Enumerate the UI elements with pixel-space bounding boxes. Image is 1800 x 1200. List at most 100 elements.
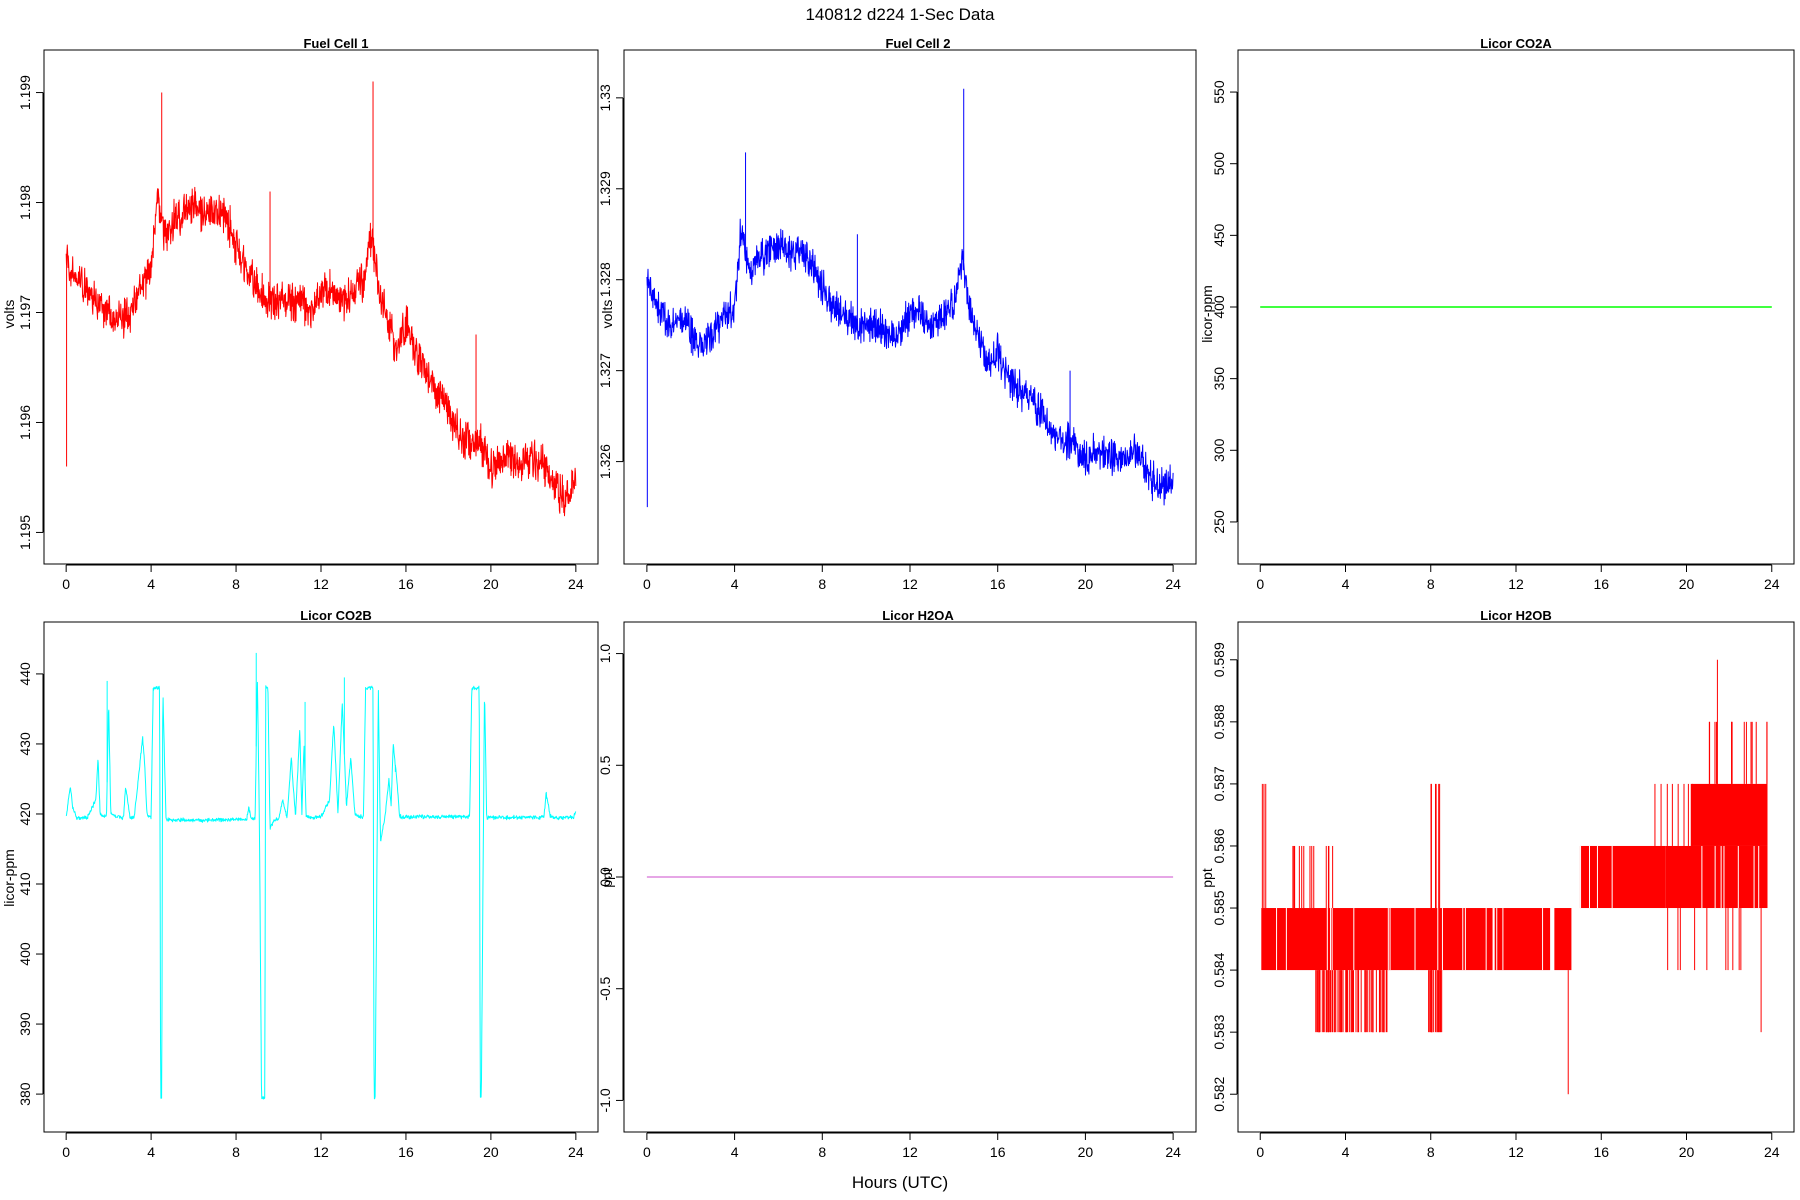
x-tick-label: 24: [568, 1144, 584, 1160]
y-tick-label: 400: [1211, 295, 1227, 319]
panel-fuel-cell-1: Fuel Cell 1 volts 0 4 8 12 16 20 241.1951.1961…: [1, 36, 599, 592]
x-tick-label: 8: [232, 576, 240, 592]
y-axis-label: volts: [599, 300, 615, 329]
y-tick-label: 1.195: [17, 515, 33, 550]
x-tick-label: 0: [1256, 1144, 1264, 1160]
panel-title: Fuel Cell 1: [303, 36, 368, 51]
y-axis-label: ppt: [1199, 868, 1215, 888]
data-band: [1261, 908, 1493, 971]
y-axis-label: ppt: [599, 868, 615, 888]
plot-frame: [1237, 49, 1795, 565]
y-axis: 1.326 1.327 1.328 1.329 1.33: [597, 84, 624, 479]
x-tick-label: 0: [643, 1144, 651, 1160]
y-axis: 250 300 350 400 450 500 550: [1211, 80, 1238, 534]
y-tick-label: -1.0: [597, 1088, 613, 1112]
y-tick-label: 0.588: [1211, 704, 1227, 739]
y-tick-label: 0.5: [597, 755, 613, 775]
x-tick-label: 24: [1165, 1144, 1181, 1160]
panel-fuel-cell-2: Fuel Cell 2 volts 0 4 8 12 16 20 241.3261.3271…: [597, 36, 1197, 592]
y-tick-label: 0.587: [1211, 766, 1227, 801]
plot-frame: [623, 49, 1197, 565]
x-tick-label: 0: [643, 576, 651, 592]
figure-xlabel: Hours (UTC): [852, 1173, 948, 1192]
plot-frame: [623, 621, 1197, 1133]
y-tick-label: 0.583: [1211, 1014, 1227, 1049]
panel-licor-co2b: Licor CO2B licor-ppm 0 4 8 12 16 20 24 380 390 40…: [1, 608, 599, 1160]
y-tick-label: 430: [17, 732, 33, 756]
x-tick-label: 12: [902, 1144, 918, 1160]
x-tick-label: 8: [818, 576, 826, 592]
data-line: [65, 186, 577, 517]
y-tick-label: 380: [17, 1082, 33, 1106]
data-band: [1554, 908, 1572, 971]
y-tick-label: 440: [17, 662, 33, 686]
x-tick-label: 24: [1764, 1144, 1780, 1160]
y-tick-label: 400: [17, 942, 33, 966]
x-tick-label: 8: [1427, 1144, 1435, 1160]
x-tick-label: 24: [568, 576, 584, 592]
x-tick-label: 4: [731, 576, 739, 592]
x-tick-label: 4: [147, 1144, 155, 1160]
y-tick-label: 410: [17, 872, 33, 896]
plot-frame: [43, 49, 599, 565]
y-axis-label: licor-ppm: [1, 849, 17, 907]
y-axis: 0.582 0.583 0.584 0.585 0.586 0.587 0.588 0.589: [1211, 642, 1238, 1112]
x-tick-label: 24: [1165, 576, 1181, 592]
y-tick-label: 500: [1211, 152, 1227, 176]
x-tick-label: 20: [1679, 1144, 1695, 1160]
x-tick-label: 4: [147, 576, 155, 592]
data-line: [646, 218, 1174, 506]
y-axis: 380 390 400 410 420 430 440: [17, 662, 44, 1106]
x-axis: 0 4 8 12 16 20 24: [62, 1132, 584, 1160]
y-tick-label: 1.33: [597, 84, 613, 111]
panel-licor-h2ob: Licor H2OB ppt 0 4 8 12 16 20 24 0.582 0.583 0.58…: [1199, 608, 1795, 1160]
x-tick-label: 24: [1764, 576, 1780, 592]
y-tick-label: 1.197: [17, 295, 33, 330]
y-tick-label: 350: [1211, 367, 1227, 391]
plot-frame: [1237, 621, 1795, 1133]
x-tick-label: 12: [1508, 1144, 1524, 1160]
panel-title: Licor CO2A: [1480, 36, 1552, 51]
x-tick-label: 16: [1593, 1144, 1609, 1160]
x-tick-label: 20: [483, 1144, 499, 1160]
x-axis: 0 4 8 12 16 20 24: [1256, 564, 1780, 592]
y-tick-label: 0.586: [1211, 828, 1227, 863]
panel-title: Licor CO2B: [300, 608, 372, 623]
panel-licor-co2a: Licor CO2A licor-ppm 0 4 8 12 16 20 24 250 300 35…: [1199, 36, 1795, 592]
data-band: [1665, 845, 1768, 909]
y-tick-label: 0.582: [1211, 1076, 1227, 1111]
y-axis: -1.0 -0.5 0.0 0.5 1.0: [597, 644, 624, 1112]
x-tick-label: 8: [1427, 576, 1435, 592]
panel-title: Fuel Cell 2: [885, 36, 950, 51]
x-tick-label: 0: [62, 1144, 70, 1160]
data-band: [1579, 845, 1666, 909]
x-tick-label: 8: [232, 1144, 240, 1160]
x-tick-label: 16: [1593, 576, 1609, 592]
y-tick-label: 300: [1211, 438, 1227, 462]
x-tick-label: 20: [483, 576, 499, 592]
y-tick-label: 1.196: [17, 405, 33, 440]
x-tick-label: 16: [990, 576, 1006, 592]
y-tick-label: 1.329: [597, 171, 613, 206]
y-tick-label: 1.328: [597, 262, 613, 297]
x-tick-label: 12: [902, 576, 918, 592]
panel-title: Licor H2OB: [1480, 608, 1552, 623]
series: [1261, 659, 1768, 1095]
x-tick-label: 16: [990, 1144, 1006, 1160]
series: [65, 652, 577, 1100]
x-tick-label: 0: [62, 576, 70, 592]
x-tick-label: 4: [1342, 1144, 1350, 1160]
x-tick-label: 12: [313, 1144, 329, 1160]
y-tick-label: 450: [1211, 223, 1227, 247]
x-tick-label: 16: [398, 1144, 414, 1160]
y-tick-label: 250: [1211, 510, 1227, 534]
data-band: [1494, 908, 1551, 971]
y-tick-label: 0.589: [1211, 642, 1227, 677]
panel-title: Licor H2OA: [882, 608, 954, 623]
y-tick-label: 390: [17, 1012, 33, 1036]
y-tick-label: -0.5: [597, 976, 613, 1000]
y-tick-label: 420: [17, 802, 33, 826]
y-tick-label: 0.585: [1211, 890, 1227, 925]
x-tick-label: 12: [313, 576, 329, 592]
